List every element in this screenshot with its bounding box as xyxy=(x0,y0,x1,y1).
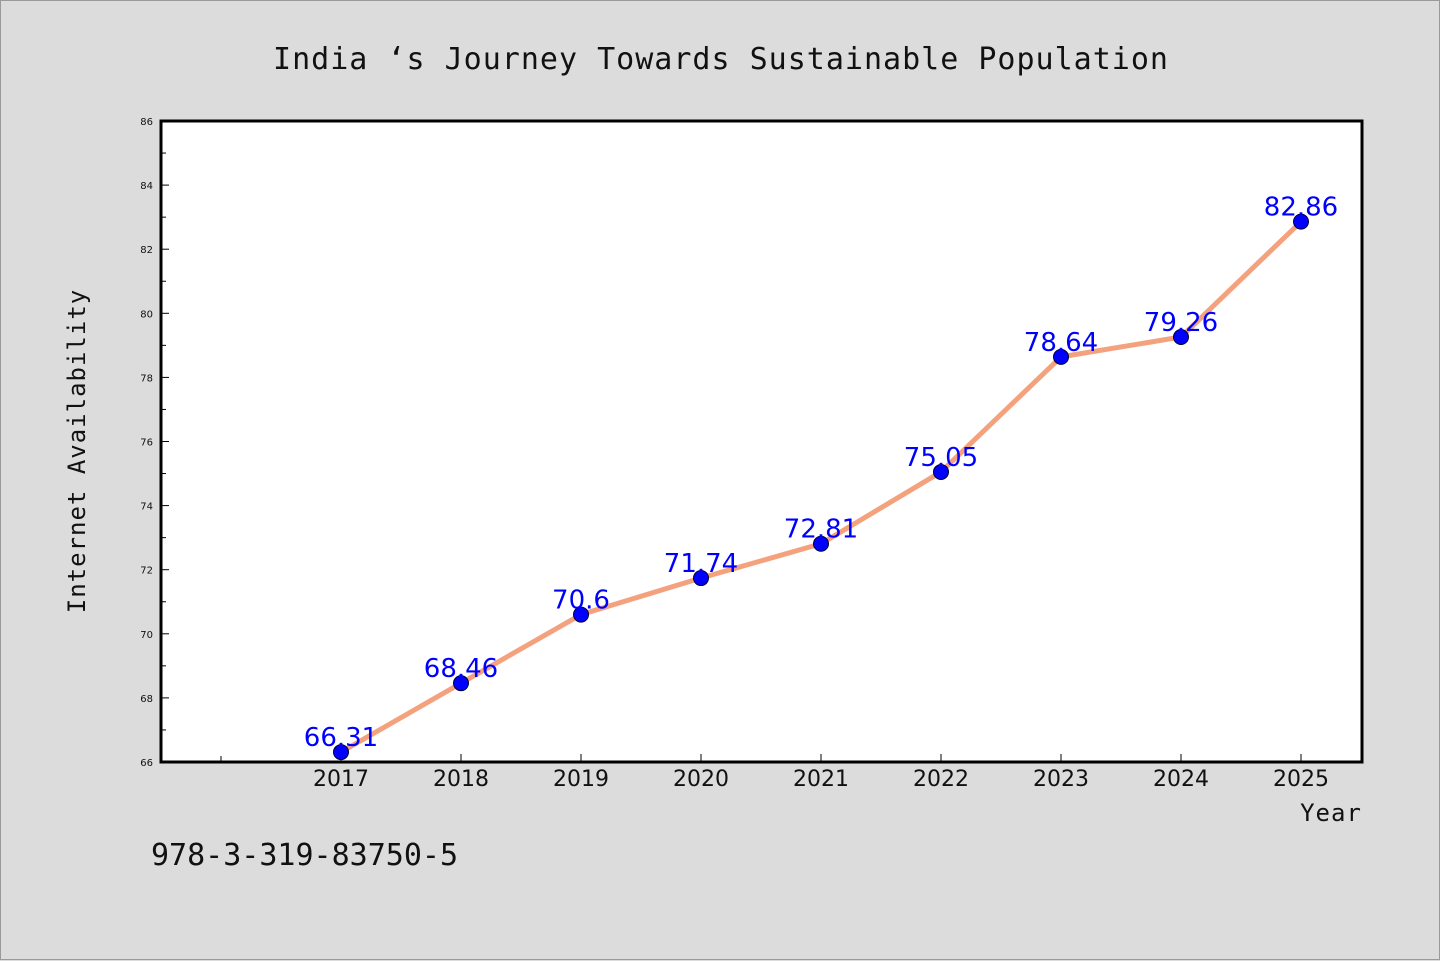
y-tick-label: 78 xyxy=(140,373,153,384)
y-tick-label: 80 xyxy=(140,309,153,320)
x-axis: 2017 2018 2019 2020 2021 2022 2023 2024 2025 xyxy=(220,754,1329,792)
y-tick-label: 82 xyxy=(140,245,153,256)
x-tick-label: 2019 xyxy=(553,767,609,792)
plot-area xyxy=(159,119,1364,764)
y-tick-label: 72 xyxy=(140,566,153,577)
y-axis: 66 68 70 72 74 76 78 80 82 84 86 xyxy=(140,117,169,769)
data-point xyxy=(333,744,349,761)
data-label: 78.64 xyxy=(1024,328,1098,358)
data-series xyxy=(333,213,1309,761)
x-tick-label: 2023 xyxy=(1033,767,1089,792)
data-label: 79.26 xyxy=(1144,308,1218,338)
data-point xyxy=(1293,213,1309,230)
y-tick-label: 86 xyxy=(140,117,153,128)
x-tick-label: 2018 xyxy=(433,767,489,792)
chart-title: India ‘s Journey Towards Sustainable Pop… xyxy=(273,42,1169,77)
x-tick-label: 2020 xyxy=(673,767,729,792)
data-point xyxy=(1173,329,1189,346)
data-point xyxy=(813,535,829,552)
y-tick-label: 70 xyxy=(140,630,153,641)
y-tick-label: 74 xyxy=(140,502,153,513)
footer-identifier: 978-3-319-83750-5 xyxy=(151,838,458,873)
x-tick-label: 2017 xyxy=(313,767,369,792)
data-point xyxy=(933,463,949,480)
data-label: 70.6 xyxy=(552,586,610,616)
data-labels: 66.31 68.46 70.6 71.74 72.81 75.05 78.64 79.26 8… xyxy=(304,193,1338,753)
data-point xyxy=(573,606,589,623)
y-axis-label: Internet Availability xyxy=(63,289,91,613)
data-label: 72.81 xyxy=(784,515,858,545)
data-label: 66.31 xyxy=(304,723,378,753)
data-point xyxy=(1053,348,1069,365)
x-tick-label: 2024 xyxy=(1153,767,1209,792)
x-tick-label: 2025 xyxy=(1273,767,1329,792)
data-point xyxy=(693,570,709,587)
x-axis-label: Year xyxy=(1300,799,1362,827)
data-label: 75.05 xyxy=(904,443,978,473)
y-tick-label: 66 xyxy=(140,758,153,769)
data-label: 68.46 xyxy=(424,654,498,684)
data-label: 82.86 xyxy=(1264,193,1338,223)
x-tick-label: 2021 xyxy=(793,767,849,792)
y-tick-label: 84 xyxy=(140,181,153,192)
y-tick-label: 76 xyxy=(140,438,153,449)
y-tick-label: 68 xyxy=(140,694,153,705)
data-label: 71.74 xyxy=(664,549,738,579)
x-tick-label: 2022 xyxy=(913,767,969,792)
data-point xyxy=(453,675,469,692)
